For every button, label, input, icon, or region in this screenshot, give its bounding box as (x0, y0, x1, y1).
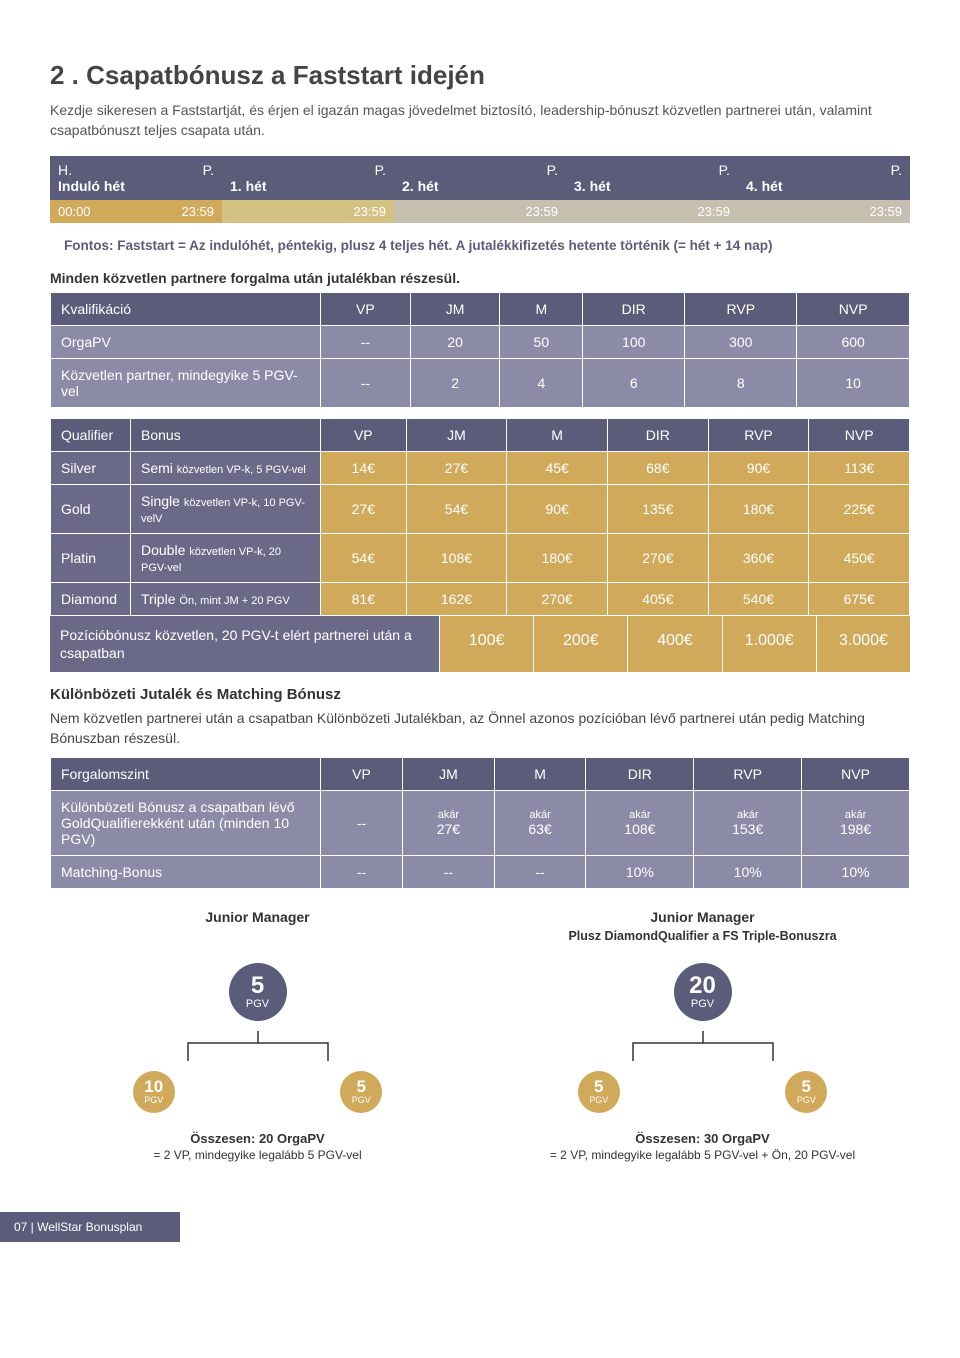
turnover-level-table: ForgalomszintVPJMMDIRRVPNVPKülönbözeti B… (50, 757, 910, 889)
position-bonus-row: Pozícióbónusz közvetlen, 20 PGV-t elért … (50, 616, 910, 672)
tree-diagrams: Junior Manager 5PGV 10PGV 5PGV Összesen: 20… (50, 909, 910, 1162)
timeline-head-cell: 1. hétP. (222, 156, 394, 200)
faststart-note: Fontos: Faststart = Az indulóhét, péntek… (64, 237, 910, 256)
page-footer: 07 | WellStar Bonusplan (0, 1212, 180, 1242)
tree-child-node: 5PGV (578, 1071, 620, 1113)
tree-subtitle: Plusz DiamondQualifier a FS Triple-Bonus… (495, 929, 910, 943)
tree-child-node: 10PGV (133, 1071, 175, 1113)
tree-footer-1: Összesen: 30 OrgaPV (495, 1131, 910, 1146)
timeline-body-cell: 23:59 (222, 200, 394, 223)
timeline-head-cell: H.Induló hétP. (50, 156, 222, 200)
qualifier-bonus-table: QualifierBonusVPJMMDIRRVPNVPSilverSemi k… (50, 418, 910, 616)
tree-subtitle (50, 929, 465, 943)
timeline-body-cell: 23:59 (738, 200, 910, 223)
timeline-body: 00:0023:5923:5923:5923:5923:59 (50, 200, 910, 223)
qualification-table: KvalifikációVPJMMDIRRVPNVPOrgaPV--205010… (50, 292, 910, 408)
tree-root-node: 20PGV (674, 963, 732, 1021)
timeline-head-cell: 2. hétP. (394, 156, 566, 200)
tree-footer-2: = 2 VP, mindegyike legalább 5 PGV-vel + … (495, 1148, 910, 1162)
timeline-body-cell: 23:59 (394, 200, 566, 223)
tree-child-node: 5PGV (340, 1071, 382, 1113)
commission-note: Minden közvetlen partnere forgalma után … (50, 270, 910, 286)
tree-child-node: 5PGV (785, 1071, 827, 1113)
tree-right: Junior Manager Plusz DiamondQualifier a F… (495, 909, 910, 1162)
page-title: 2 . Csapatbónusz a Faststart idején (50, 60, 910, 91)
diff-text: Nem közvetlen partnerei után a csapatban… (50, 709, 910, 748)
timeline-body-cell: 23:59 (566, 200, 738, 223)
timeline-body-cell: 00:0023:59 (50, 200, 222, 223)
timeline-head-cell: 3. hétP. (566, 156, 738, 200)
tree-footer-1: Összesen: 20 OrgaPV (50, 1131, 465, 1146)
tree-root-node: 5PGV (229, 963, 287, 1021)
tree-left: Junior Manager 5PGV 10PGV 5PGV Összesen: 20… (50, 909, 465, 1162)
diff-title: Különbözeti Jutalék és Matching Bónusz (50, 686, 910, 703)
tree-title: Junior Manager (495, 909, 910, 925)
tree-title: Junior Manager (50, 909, 465, 925)
intro-text: Kezdje sikeresen a Faststartját, és érje… (50, 101, 910, 140)
tree-footer-2: = 2 VP, mindegyike legalább 5 PGV-vel (50, 1148, 465, 1162)
timeline-head-cell: 4. hétP. (738, 156, 910, 200)
timeline-header: H.Induló hétP.1. hétP.2. hétP.3. hétP.4.… (50, 156, 910, 200)
